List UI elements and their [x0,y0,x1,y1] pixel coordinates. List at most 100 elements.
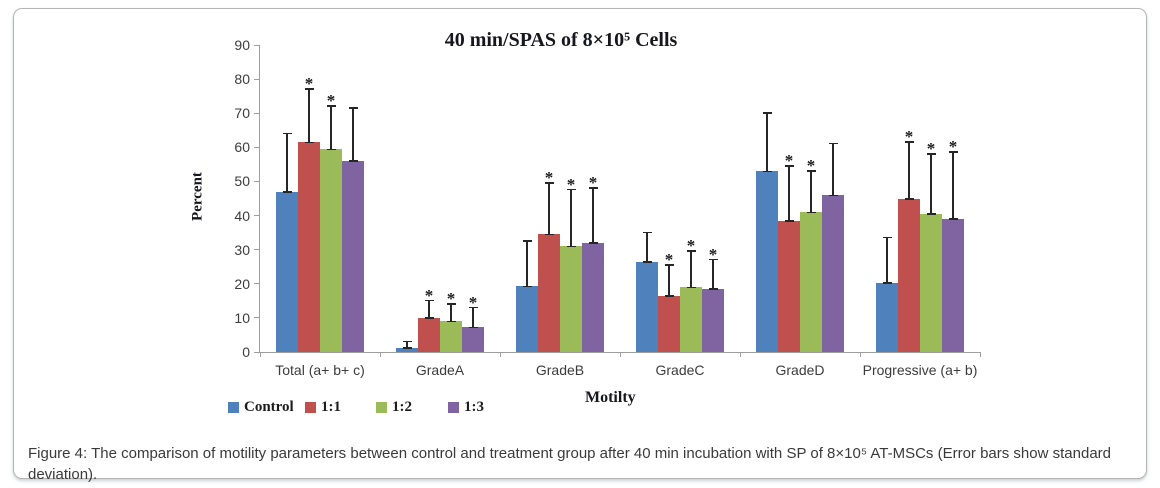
error-bar-line [930,154,932,214]
error-bar-line [766,113,768,172]
x-category-label: GradeC [655,362,705,378]
bar-1-2 [920,213,942,352]
error-bar-cap-top [588,187,598,189]
bar-1-3 [822,195,844,352]
error-bar-cap-bottom [904,198,914,200]
figure-caption: Figure 4: The comparison of motility par… [28,445,1111,483]
significance-asterisk: * [588,173,598,193]
significance-asterisk: * [904,127,914,147]
error-bar-cap-top [468,306,478,309]
error-bar-cap-top [348,107,358,109]
error-bar-cap-bottom [948,218,958,220]
error-bar-line [810,171,812,213]
error-bar-line [646,232,648,262]
y-tick-label: 90 [234,37,250,53]
error-bar-line [472,307,474,328]
error-bar-line [570,189,572,247]
error-bar-cap-top [882,236,892,239]
error-bar-cap-bottom [468,326,478,329]
bar-1-3 [942,218,964,352]
error-bar-line [428,300,430,318]
y-tick-mark [254,78,259,80]
bar-control [876,282,898,352]
bar-1-1 [898,198,920,352]
significance-asterisk: * [948,137,958,157]
chart-title: 40 min/SPAS of 8×10⁵ Cells [444,29,678,51]
error-bar-cap-bottom [828,194,838,197]
x-axis-title: Motilty [585,389,636,406]
y-axis-line [259,45,260,353]
error-bar-line [592,188,594,243]
error-bar-line [690,251,692,288]
error-bar-line [330,106,332,150]
y-tick-label: 70 [234,105,250,122]
error-bar-cap-top [304,88,314,90]
legend-label-control: Control [244,399,294,415]
bar-1-2 [440,321,462,352]
legend-label-1-2: 1:2 [392,399,412,415]
legend-swatch-1-2 [376,402,387,413]
y-axis-title: Percent [189,172,206,221]
y-tick-label: 10 [234,309,250,326]
legend-item-control: Control [228,399,294,416]
significance-asterisk: * [326,91,336,111]
y-tick-mark [254,180,259,182]
error-bar-cap-top [402,340,412,343]
x-category-label: GradeA [415,362,465,378]
x-category-label: Progressive (a+ b) [862,362,978,378]
y-tick-label: 0 [242,344,250,360]
error-bar-cap-bottom [522,285,532,288]
error-bar-line [286,133,288,192]
y-tick-mark [254,317,259,319]
x-category-label: Total (a+ b+ c) [275,362,365,378]
error-bar-cap-top [424,299,434,302]
error-bar-cap-top [686,250,696,252]
error-bar-cap-top [326,105,336,107]
legend-item-1-3: 1:3 [448,399,484,416]
error-bar-line [352,108,354,161]
error-bar-cap-bottom [708,288,718,290]
legend-swatch-control [228,402,239,413]
legend-label-1-3: 1:3 [464,399,484,415]
x-category-label: GradeD [775,362,825,378]
error-bar-cap-bottom [282,191,292,193]
y-tick-label: 30 [234,241,250,258]
error-bar-cap-bottom [762,170,772,173]
bar-1-3 [342,160,364,352]
bar-1-1 [418,317,440,352]
error-bar-cap-bottom [784,220,794,222]
bar-control [636,261,658,352]
error-bar-cap-bottom [304,141,314,144]
error-bar-cap-bottom [402,347,412,349]
significance-asterisk: * [686,236,696,256]
significance-asterisk: * [784,151,794,171]
error-bar-cap-bottom [544,233,554,236]
legend-item-1-1: 1:1 [305,399,341,416]
error-bar-cap-top [282,132,292,135]
error-bar-cap-bottom [642,261,652,263]
error-bar-cap-top [828,142,838,145]
significance-asterisk: * [566,174,576,194]
y-tick-mark [254,351,259,353]
error-bar-cap-top [926,153,936,155]
error-bar-line [406,341,408,348]
bar-1-1 [538,234,560,352]
legend-item-1-2: 1:2 [376,399,412,416]
x-tick-mark [380,352,381,357]
legend-swatch-1-3 [448,402,459,413]
error-bar-cap-bottom [806,211,816,214]
x-tick-mark [620,352,621,357]
y-tick-mark [254,249,259,251]
error-bar-line [526,241,528,287]
error-bar-cap-top [446,303,456,305]
bar-1-2 [320,149,342,352]
y-tick-mark [254,146,259,148]
error-bar-cap-top [806,170,816,172]
error-bar-cap-bottom [664,295,674,297]
error-bar-line [908,142,910,199]
error-bar-cap-top [784,165,794,167]
bar-1-2 [560,246,582,352]
bar-1-1 [298,142,320,352]
bar-1-3 [582,242,604,352]
